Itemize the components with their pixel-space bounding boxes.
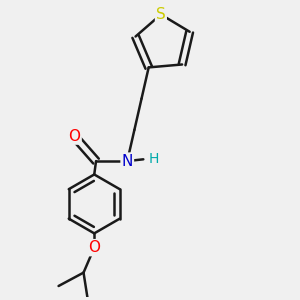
Text: O: O [69,129,81,144]
Text: H: H [149,152,159,166]
Text: N: N [122,154,133,169]
Text: S: S [156,7,166,22]
Text: O: O [88,240,100,255]
